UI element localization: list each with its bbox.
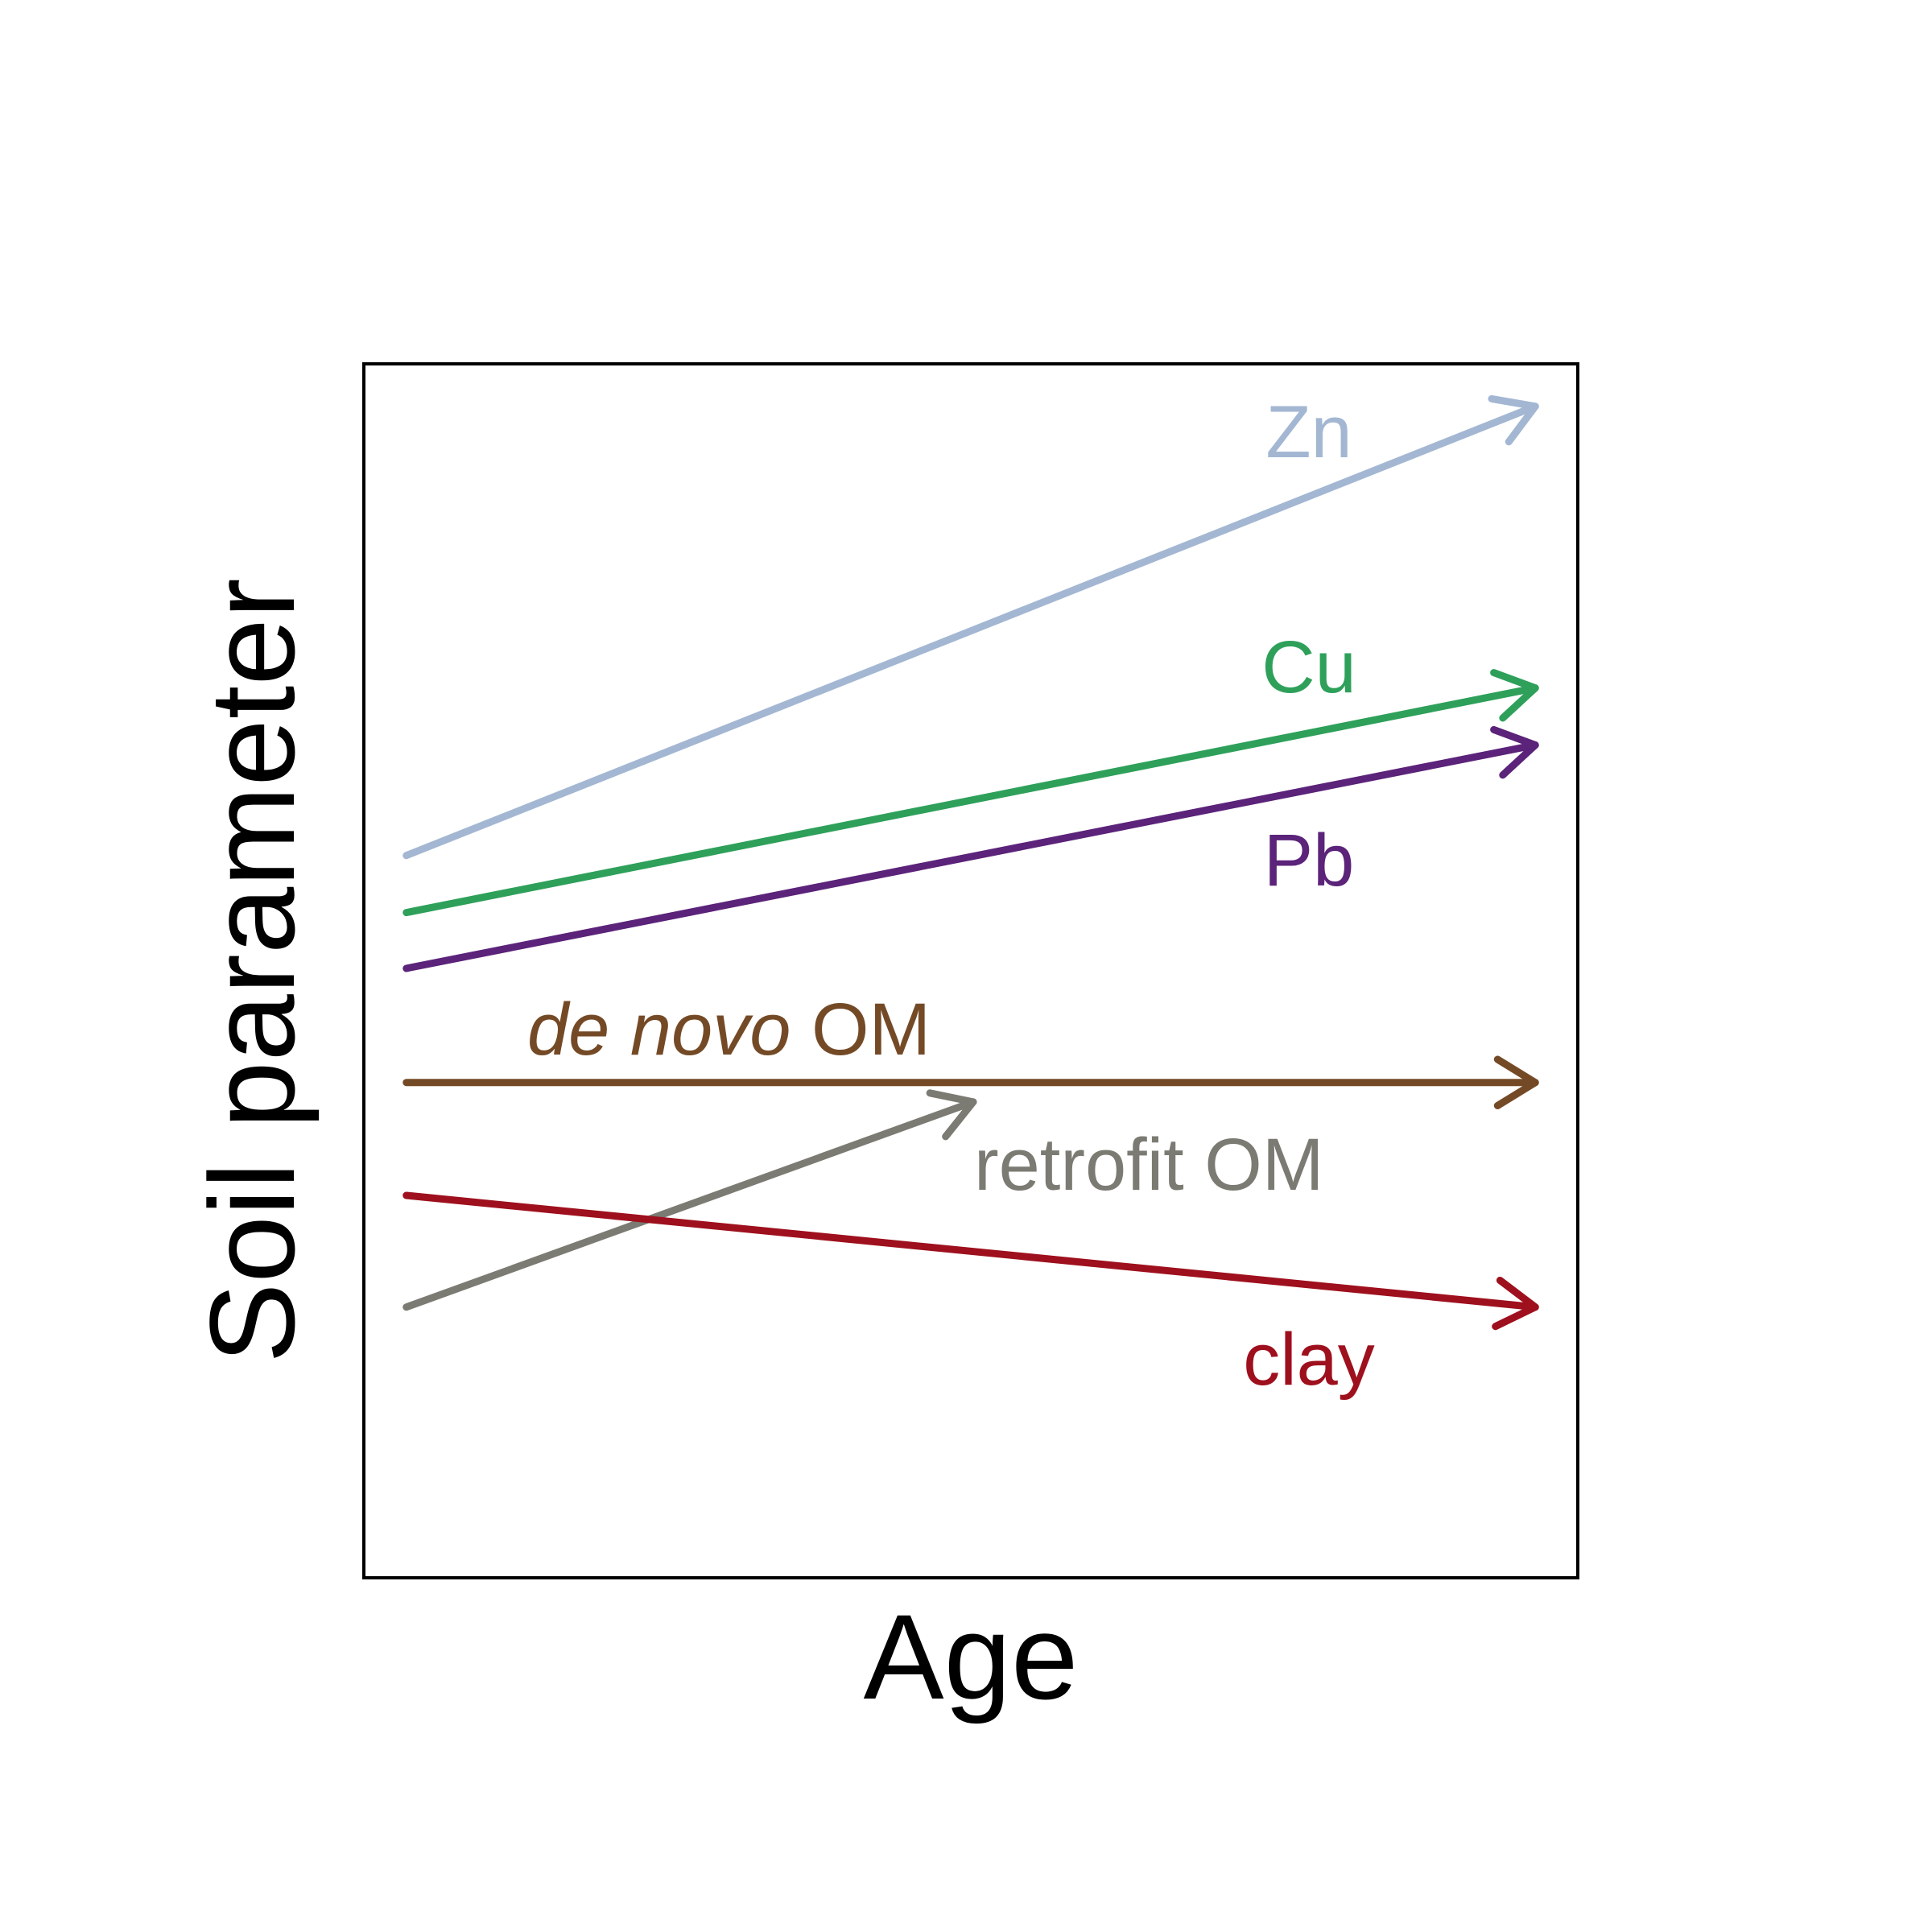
plot-frame — [362, 362, 1579, 1579]
arrowhead-clay — [1492, 1276, 1539, 1331]
series-clay — [402, 1191, 1539, 1331]
arrowhead-cu — [1490, 669, 1539, 722]
series-label-pb: Pb — [1264, 819, 1355, 902]
series-line-retrofit-om — [402, 1098, 977, 1311]
series-de-novo-om — [402, 1055, 1539, 1109]
series-label-zn: Zn — [1265, 391, 1352, 473]
series-label-rest-de-novo-om: OM — [791, 989, 931, 1071]
series-label-clay: clay — [1243, 1319, 1375, 1401]
y-axis-title: Soil parameter — [184, 578, 320, 1363]
arrowhead-zn — [1488, 394, 1539, 446]
series-label-retrofit-om: retrofit OM — [974, 1124, 1323, 1206]
series-label-de-novo-om: de novo OM — [527, 989, 931, 1071]
series-pb — [402, 725, 1539, 972]
series-line-pb — [402, 741, 1539, 972]
series-line-zn — [402, 402, 1539, 860]
series-label-cu: Cu — [1261, 626, 1356, 708]
arrowhead-retrofit-om — [926, 1089, 977, 1141]
label-layer: Zn Cu Pb de novo OM retrofit OM clay — [527, 391, 1375, 1401]
series-cu — [402, 669, 1539, 917]
arrowhead-pb — [1490, 725, 1539, 779]
series-line-cu — [402, 684, 1539, 917]
series-line-clay — [402, 1191, 1539, 1311]
arrowhead-de-novo-om — [1493, 1055, 1539, 1109]
series-layer — [402, 394, 1539, 1331]
series-zn — [402, 394, 1539, 860]
x-axis-title: Age — [864, 1589, 1079, 1724]
series-retrofit-om — [402, 1089, 977, 1311]
series-label-italic-de-novo-om: de novo — [527, 989, 791, 1071]
